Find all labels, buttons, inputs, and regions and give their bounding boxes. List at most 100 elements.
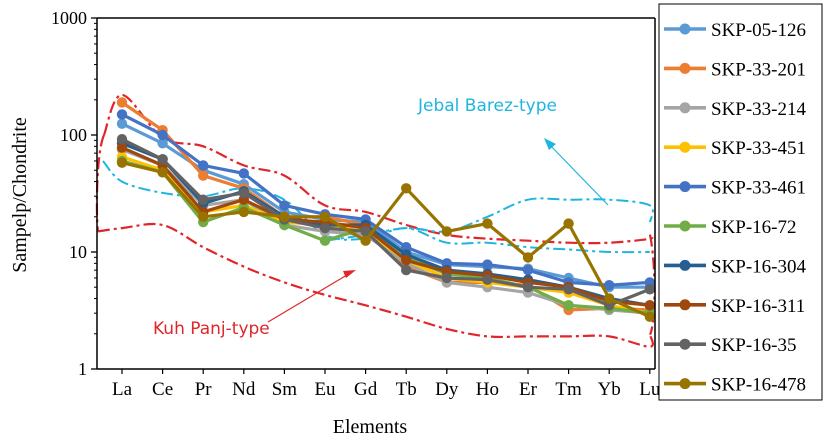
x-tick-label-Ho: Ho xyxy=(476,379,499,400)
series-point-SKP-33-461-Ho xyxy=(482,259,493,270)
series-point-SKP-33-461-Sm xyxy=(279,200,290,211)
series-point-SKP-16-478-Tm xyxy=(563,218,574,229)
series-point-SKP-16-35-Ho xyxy=(482,274,493,285)
legend-swatch-marker-SKP-16-311 xyxy=(679,299,691,311)
x-tick-label-Tb: Tb xyxy=(396,379,417,400)
series-point-SKP-16-478-Gd xyxy=(360,235,371,246)
x-tick-label-Lu: Lu xyxy=(639,379,661,400)
series-point-SKP-33-461-Pr xyxy=(198,160,209,171)
series-point-SKP-16-35-Gd xyxy=(360,226,371,237)
x-tick-label-Sm: Sm xyxy=(272,379,298,400)
x-axis-label: Elements xyxy=(333,416,408,438)
series-point-SKP-33-461-La xyxy=(116,109,128,120)
series-point-SKP-16-311-La xyxy=(116,142,128,153)
series-point-SKP-16-478-Dy xyxy=(441,226,452,237)
legend-swatch-marker-SKP-16-304 xyxy=(679,259,691,271)
series-line-SKP-16-35 xyxy=(121,137,651,307)
legend-swatch-marker-SKP-16-478 xyxy=(679,378,691,390)
legend-label-SKP-16-311: SKP-16-311 xyxy=(711,296,805,317)
x-tick-label-Ce: Ce xyxy=(152,379,173,400)
series-point-SKP-05-126-La xyxy=(116,118,128,129)
x-tick-label-Eu: Eu xyxy=(314,379,336,400)
series-point-SKP-16-72-Tm xyxy=(563,300,574,311)
legend-label-SKP-33-201: SKP-33-201 xyxy=(711,59,806,80)
legend-label-SKP-16-304: SKP-16-304 xyxy=(711,256,807,277)
series-point-SKP-16-478-Eu xyxy=(319,211,331,222)
series-point-SKP-16-35-Eu xyxy=(319,222,331,234)
series-point-SKP-16-35-Tb xyxy=(401,264,412,276)
legend-label-SKP-33-461: SKP-33-461 xyxy=(711,178,806,199)
y-tick-label-1: 1 xyxy=(78,359,87,379)
y-axis-label: Sampelp/Chondrite xyxy=(9,117,31,273)
series-point-SKP-16-478-Nd xyxy=(238,206,249,218)
x-tick-label-Nd: Nd xyxy=(232,379,256,400)
kuh-panj-left-outline xyxy=(95,134,106,232)
series-point-SKP-16-311-Tb xyxy=(401,255,412,266)
series-point-SKP-16-35-Pr xyxy=(198,194,209,205)
y-tick-label-100: 100 xyxy=(60,125,87,145)
series-point-SKP-33-201-Pr xyxy=(198,170,209,181)
x-tick-label-Er: Er xyxy=(519,379,538,400)
series-point-SKP-16-478-Er xyxy=(522,252,534,263)
series-point-SKP-16-478-Ho xyxy=(482,218,493,229)
series-line-SKP-05-126 xyxy=(121,122,650,289)
y-tick-label-10: 10 xyxy=(69,242,87,262)
series-group xyxy=(116,97,655,322)
legend-label-SKP-05-126: SKP-05-126 xyxy=(711,20,806,41)
legend-swatch-marker-SKP-33-461 xyxy=(679,181,691,193)
tick-labels: 1 10 100 1000 La Ce Pr Nd Sm Eu Gd Tb Dy Ho Er Tm Yb Lu xyxy=(51,8,661,400)
series-point-SKP-16-478-Tb xyxy=(401,183,412,194)
series-point-SKP-16-478-La xyxy=(116,157,128,168)
legend-swatch-marker-SKP-16-72 xyxy=(679,220,691,232)
jebal-barez-lower-outline xyxy=(102,160,650,254)
legend-label-SKP-33-451: SKP-33-451 xyxy=(711,138,806,159)
x-tick-label-Pr: Pr xyxy=(195,379,213,400)
series-point-SKP-16-35-Dy xyxy=(441,272,452,284)
series-point-SKP-33-201-La xyxy=(116,97,128,108)
legend: SKP-05-126 SKP-33-201 SKP-33-214 SKP-33-451… xyxy=(658,3,823,401)
series-point-SKP-16-478-Yb xyxy=(604,293,615,304)
annotation-kuh-panj: Kuh Panj-type xyxy=(153,319,270,339)
series-point-SKP-16-35-Nd xyxy=(238,187,249,199)
legend-swatch-marker-SKP-05-126 xyxy=(679,23,691,35)
series-line-SKP-16-478 xyxy=(121,161,651,319)
x-tick-label-Gd: Gd xyxy=(354,379,378,400)
legend-label-SKP-16-478: SKP-16-478 xyxy=(711,375,806,396)
y-tick-label-1000: 1000 xyxy=(51,8,87,28)
arrow-jebal-barez xyxy=(544,138,609,206)
x-tick-label-La: La xyxy=(112,379,133,400)
series-point-SKP-16-35-La xyxy=(116,134,128,145)
legend-swatch-marker-SKP-16-35 xyxy=(679,338,691,350)
series-point-SKP-16-478-Pr xyxy=(198,211,209,222)
series-point-SKP-16-72-Eu xyxy=(319,235,331,246)
jebal-barez-upper-outline xyxy=(324,197,654,242)
series-point-SKP-16-311-Lu xyxy=(644,300,655,311)
series-point-SKP-16-478-Ce xyxy=(157,167,168,178)
series-line-SKP-33-461 xyxy=(121,112,650,287)
series-point-SKP-33-461-Ce xyxy=(157,129,168,141)
annotation-jebal-barez: Jebal Barez-type xyxy=(417,96,557,116)
series-point-SKP-33-461-Nd xyxy=(238,168,249,179)
series-point-SKP-05-126-Ce xyxy=(157,138,168,149)
legend-label-SKP-16-72: SKP-16-72 xyxy=(711,217,797,238)
series-point-SKP-16-35-Er xyxy=(522,282,534,293)
series-point-SKP-16-35-Ce xyxy=(157,154,168,165)
legend-swatch-marker-SKP-33-451 xyxy=(679,141,691,153)
x-tick-label-Dy: Dy xyxy=(435,379,459,400)
x-tick-label-Yb: Yb xyxy=(598,379,621,400)
legend-swatch-marker-SKP-33-214 xyxy=(679,102,691,114)
series-point-SKP-16-478-Sm xyxy=(279,211,290,222)
kuh-panj-upper-outline xyxy=(102,93,654,245)
arrow-kuh-panj xyxy=(267,270,356,323)
legend-label-SKP-16-35: SKP-16-35 xyxy=(711,335,797,356)
series-point-SKP-16-478-Lu xyxy=(644,311,655,322)
series-point-SKP-16-35-Tm xyxy=(563,284,574,295)
legend-label-SKP-33-214: SKP-33-214 xyxy=(711,99,807,120)
legend-swatch-marker-SKP-33-201 xyxy=(679,62,691,74)
series-point-SKP-33-461-Yb xyxy=(604,280,615,291)
series-point-SKP-33-461-Tb xyxy=(401,242,412,253)
series-line-SKP-16-311 xyxy=(121,146,650,307)
axes-group xyxy=(96,17,656,370)
